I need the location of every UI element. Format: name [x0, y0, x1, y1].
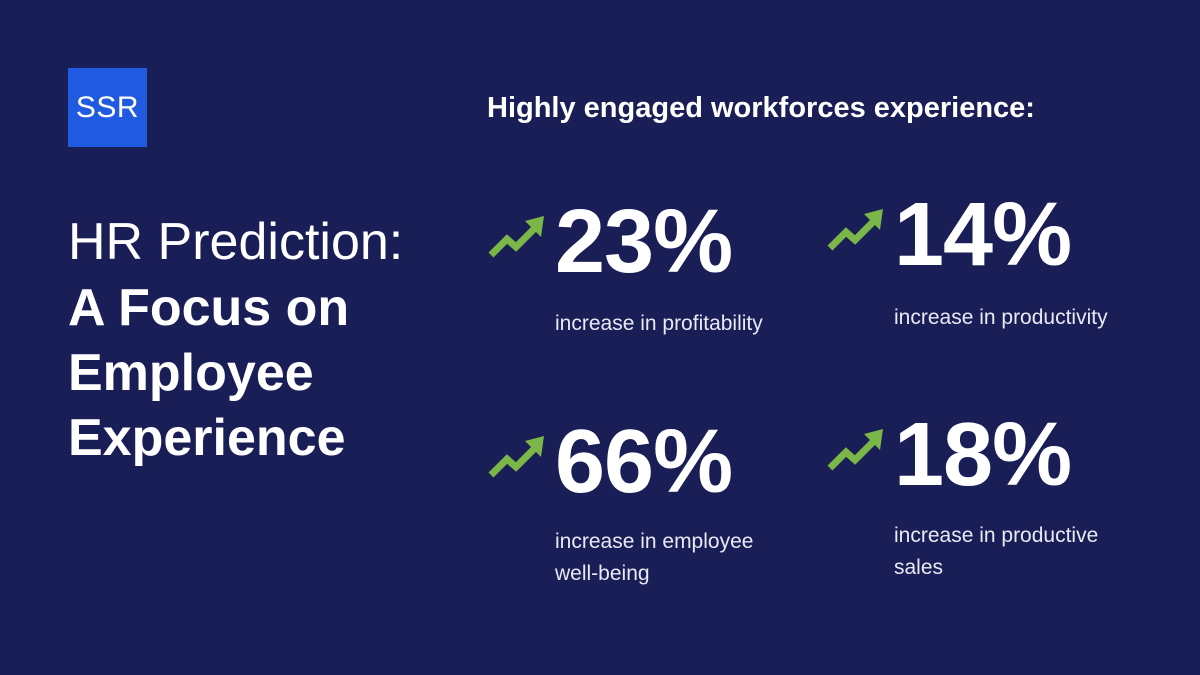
stat-value: 66%	[555, 412, 733, 512]
page-title: HR Prediction: A Focus on Employee Exper…	[68, 210, 468, 471]
title-line-2: A Focus on Employee Experience	[68, 279, 350, 467]
stat-description: increase in profitability	[555, 312, 763, 335]
trend-up-arrow-icon	[488, 216, 544, 258]
ssr-logo: SSR	[68, 68, 147, 147]
stat-value: 14%	[894, 185, 1072, 285]
trend-up-arrow-icon	[488, 436, 544, 478]
stats-heading: Highly engaged workforces experience:	[487, 92, 1035, 124]
trend-up-arrow-icon	[827, 209, 883, 251]
stat-value: 23%	[555, 192, 733, 292]
stat-description: increase in productivity	[894, 306, 1108, 329]
stat-description: increase in employee well-being	[555, 530, 754, 585]
stat-description: increase in productive sales	[894, 524, 1099, 579]
stat-value: 18%	[894, 405, 1072, 505]
trend-up-arrow-icon	[827, 429, 883, 471]
title-line-1: HR Prediction:	[68, 213, 404, 271]
